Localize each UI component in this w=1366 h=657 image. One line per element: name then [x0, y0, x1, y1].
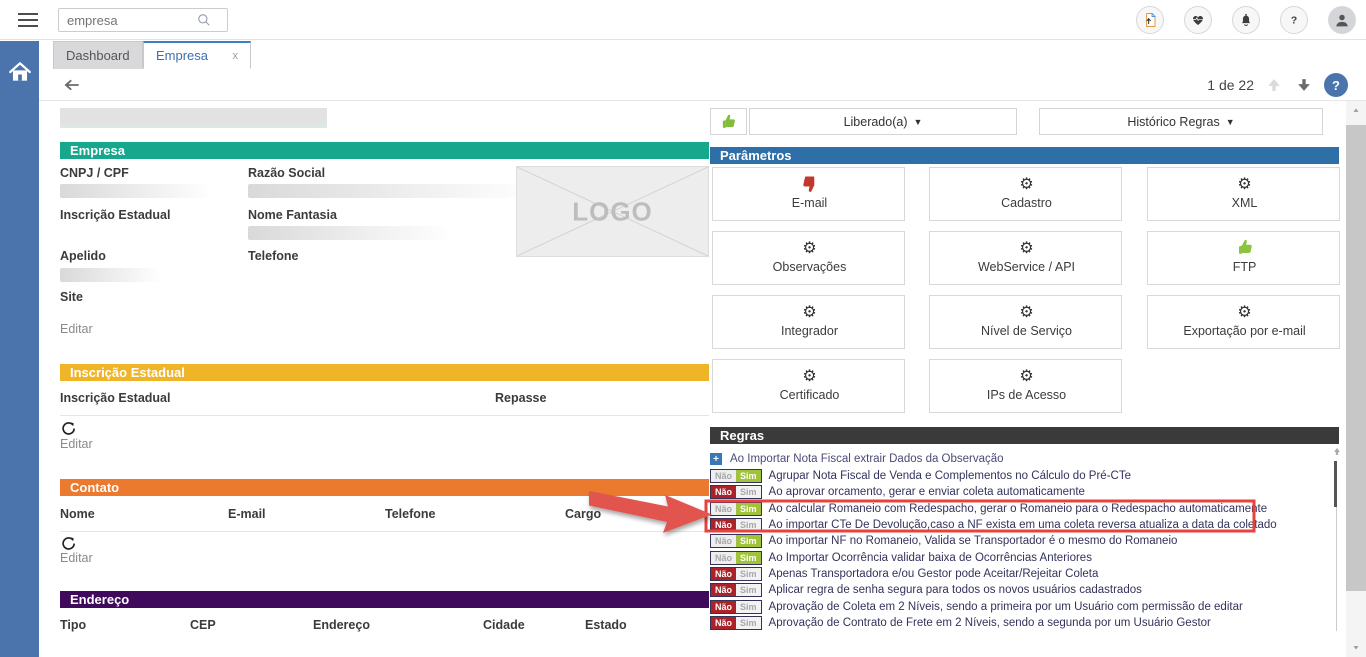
svg-text:?: ?	[1291, 16, 1297, 27]
